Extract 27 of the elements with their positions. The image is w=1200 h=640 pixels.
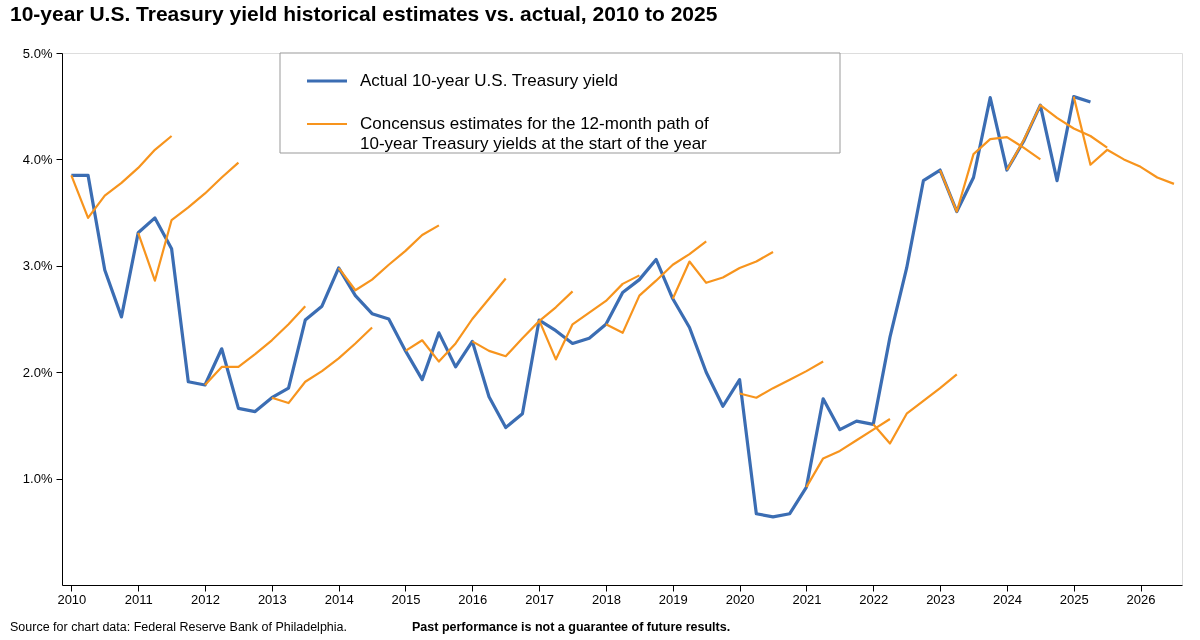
x-tick-label: 2023 [926,591,956,607]
x-tick-label: 2018 [592,591,621,607]
x-tick-label: 2017 [525,591,555,607]
y-tick-label: 1.0% [22,471,53,487]
x-tick-label: 2024 [992,591,1022,607]
x-tick-label: 2011 [124,591,153,607]
x-tick-label: 2026 [1126,591,1156,607]
legend-label: Concensus estimates for the 12-month path of 10-year Treasury yields at the start of the year [360,114,709,153]
text: Past performance is not a guarantee of future results. [412,620,731,634]
x-tick-label: 2015 [391,591,421,607]
chart-title: 10-year U.S. Treasury yield historical estimates vs. actual, 2010 to 2025 [10,2,718,25]
y-tick-label: 5.0% [22,45,53,61]
y-tick-label: 3.0% [22,258,53,274]
legend-label: Actual 10-year U.S. Treasury yield [360,71,618,90]
x-tick-label: 2016 [458,591,488,607]
x-tick-label: 2021 [792,591,822,607]
y-tick-label: 4.0% [22,151,53,167]
x-tick-label: 2010 [57,591,87,607]
x-tick-label: 2019 [658,591,688,607]
source-note: Source for chart data: Federal Reserve Bank of Philadelphia. [10,620,347,634]
y-tick-label: 2.0% [22,364,53,380]
x-tick-label: 2013 [257,591,287,607]
x-tick-label: 2022 [859,591,889,607]
x-tick-label: 2014 [324,591,354,607]
x-tick-label: 2020 [725,591,755,607]
x-tick-label: 2012 [191,591,220,607]
x-tick-label: 2025 [1059,591,1089,607]
